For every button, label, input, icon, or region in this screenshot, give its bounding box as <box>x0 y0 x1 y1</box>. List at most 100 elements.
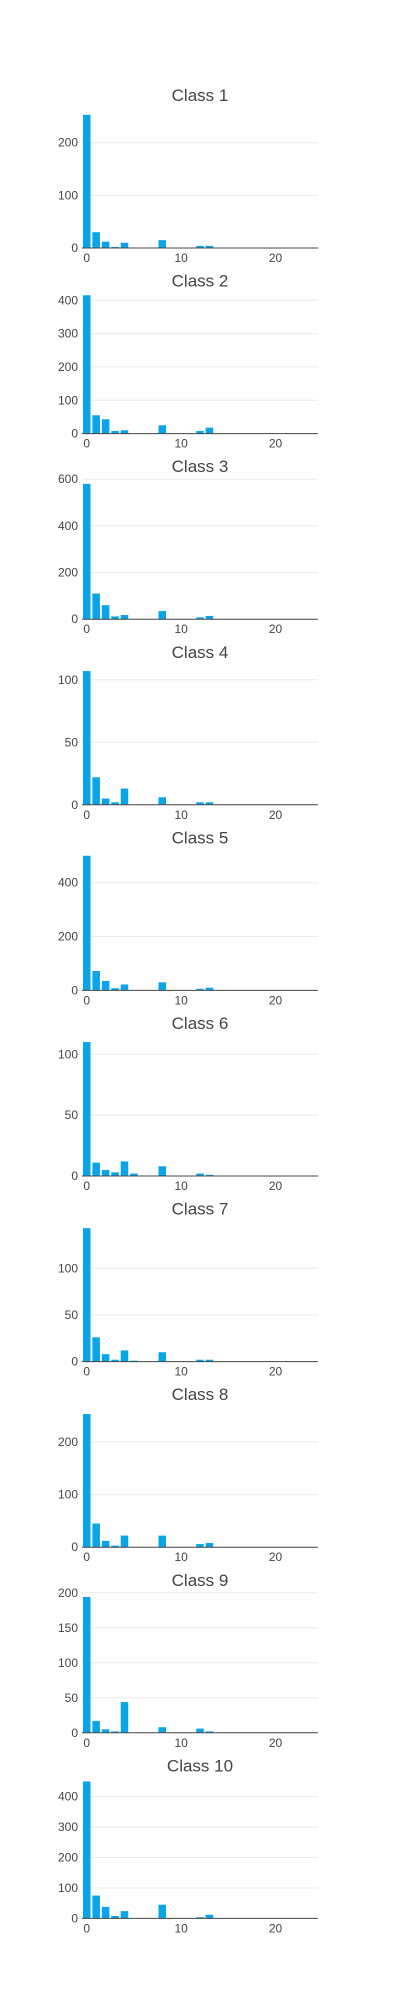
y-tick-label: 0 <box>71 612 78 626</box>
histogram-bar <box>82 114 91 248</box>
histogram-bar <box>111 1172 119 1176</box>
chart-title: Class 4 <box>172 643 229 662</box>
chart-title: Class 3 <box>172 457 229 476</box>
histogram-bar <box>101 798 110 805</box>
y-tick-label: 100 <box>58 1881 78 1895</box>
histogram-bar <box>205 1359 214 1362</box>
histogram-bar <box>82 671 91 805</box>
y-tick-label: 400 <box>58 293 78 307</box>
y-tick-label: 400 <box>58 519 78 533</box>
histogram-bar <box>92 971 100 991</box>
histogram-bar <box>82 855 91 991</box>
chart-title: Class 10 <box>167 1756 233 1775</box>
histogram-bar <box>111 1359 119 1362</box>
histogram-bar <box>111 616 119 620</box>
x-tick-label: 20 <box>269 1736 283 1750</box>
histogram-bar <box>82 1414 91 1548</box>
x-tick-label: 0 <box>83 251 90 265</box>
chart-panel-6: Class 6 0 50 100 0 10 20 <box>58 1014 318 1193</box>
x-tick-label: 20 <box>269 437 283 451</box>
histogram-bar <box>111 1731 119 1733</box>
histogram-bar <box>92 1523 100 1548</box>
x-tick-label: 20 <box>269 1179 283 1193</box>
histogram-bar <box>101 980 110 991</box>
y-tick-label: 0 <box>71 1355 78 1369</box>
y-tick-label: 300 <box>58 327 78 341</box>
y-tick-label: 100 <box>58 1047 78 1061</box>
histogram-bar <box>196 245 204 248</box>
chart-panel-8: Class 8 0 100 200 0 10 20 <box>58 1385 318 1564</box>
histogram-bar <box>111 430 119 434</box>
x-tick-label: 10 <box>174 437 188 451</box>
histogram-bar <box>92 777 100 805</box>
y-tick-label: 0 <box>71 1726 78 1740</box>
histogram-bar <box>205 802 214 805</box>
x-tick-label: 0 <box>83 437 90 451</box>
histogram-bar <box>101 1169 110 1176</box>
chart-panel-9: Class 9 0 50 100 150 200 0 10 20 <box>58 1571 318 1750</box>
histogram-bar <box>82 1597 91 1733</box>
histogram-bar <box>120 430 129 434</box>
histogram-bar <box>101 1540 110 1548</box>
histogram-bar <box>196 617 204 620</box>
histogram-bar <box>101 1354 110 1362</box>
chart-title: Class 5 <box>172 828 229 847</box>
histogram-bar <box>158 611 167 620</box>
x-tick-label: 0 <box>83 1179 90 1193</box>
histogram-bar <box>158 1352 167 1362</box>
x-tick-label: 20 <box>269 251 283 265</box>
x-tick-label: 20 <box>269 1365 283 1379</box>
histogram-bar <box>120 1161 129 1176</box>
y-tick-label: 200 <box>58 136 78 150</box>
histogram-bar <box>196 430 204 434</box>
y-tick-label: 0 <box>71 1169 78 1183</box>
histogram-bar <box>82 1781 91 1919</box>
y-tick-label: 100 <box>58 1261 78 1275</box>
histogram-bar <box>101 605 110 620</box>
x-tick-label: 10 <box>174 1550 188 1564</box>
histogram-bar <box>120 1911 129 1919</box>
x-tick-label: 0 <box>83 993 90 1007</box>
histogram-bar <box>205 1174 214 1176</box>
histogram-bar <box>92 1895 100 1919</box>
histogram-bar <box>101 241 110 248</box>
chart-panel-2: Class 2 0 100 200 300 400 0 10 20 <box>58 272 318 451</box>
histogram-bar <box>205 1731 214 1733</box>
histogram-bar <box>111 1915 119 1919</box>
histogram-bar <box>205 1914 214 1919</box>
histogram-bar <box>196 1728 204 1733</box>
histogram-bar <box>120 1350 129 1362</box>
histogram-bar <box>205 615 214 620</box>
x-tick-label: 0 <box>83 1921 90 1935</box>
x-tick-label: 20 <box>269 1921 283 1935</box>
y-tick-label: 0 <box>71 427 78 441</box>
x-tick-label: 10 <box>174 251 188 265</box>
y-tick-label: 0 <box>71 1540 78 1554</box>
chart-title: Class 6 <box>172 1014 229 1033</box>
y-tick-label: 300 <box>58 1820 78 1834</box>
x-tick-label: 0 <box>83 1736 90 1750</box>
y-tick-label: 600 <box>58 472 78 486</box>
chart-panel-1: Class 1 0 100 200 0 10 20 <box>58 86 318 265</box>
x-tick-label: 20 <box>269 1550 283 1564</box>
x-tick-label: 20 <box>269 622 283 636</box>
x-tick-label: 0 <box>83 1550 90 1564</box>
histogram-bar <box>196 1544 204 1548</box>
histogram-bar <box>120 1702 129 1733</box>
x-tick-label: 0 <box>83 622 90 636</box>
chart-panel-3: Class 3 0 200 400 600 0 10 20 <box>58 457 318 636</box>
y-tick-label: 50 <box>65 1691 79 1705</box>
histogram-bar <box>101 1906 110 1919</box>
histogram-bar <box>196 1359 204 1362</box>
histogram-bar <box>92 1337 100 1362</box>
y-tick-label: 100 <box>58 1656 78 1670</box>
histogram-bar <box>82 1042 91 1176</box>
x-tick-label: 20 <box>269 808 283 822</box>
y-tick-label: 200 <box>58 1851 78 1865</box>
histogram-bar <box>196 802 204 805</box>
chart-title: Class 9 <box>172 1571 229 1590</box>
chart-panel-4: Class 4 0 50 100 0 10 20 <box>58 643 318 822</box>
chart-title: Class 2 <box>172 272 229 291</box>
y-tick-label: 50 <box>65 1108 79 1122</box>
y-tick-label: 50 <box>65 735 79 749</box>
